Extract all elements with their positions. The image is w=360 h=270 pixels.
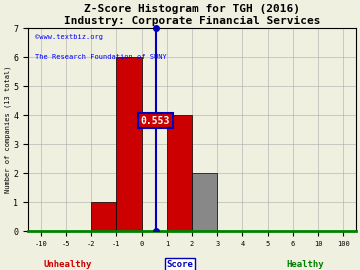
Bar xyxy=(192,173,217,231)
Text: The Research Foundation of SUNY: The Research Foundation of SUNY xyxy=(35,55,166,60)
Bar xyxy=(116,57,141,231)
Text: ©www.textbiz.org: ©www.textbiz.org xyxy=(35,34,103,40)
Y-axis label: Number of companies (13 total): Number of companies (13 total) xyxy=(4,66,11,193)
Bar xyxy=(91,202,116,231)
Text: Score: Score xyxy=(167,260,193,269)
Text: Unhealthy: Unhealthy xyxy=(43,260,91,269)
Text: 0.553: 0.553 xyxy=(141,116,170,126)
Bar xyxy=(167,115,192,231)
Title: Z-Score Histogram for TGH (2016)
Industry: Corporate Financial Services: Z-Score Histogram for TGH (2016) Industr… xyxy=(64,4,320,26)
Text: Healthy: Healthy xyxy=(286,260,324,269)
